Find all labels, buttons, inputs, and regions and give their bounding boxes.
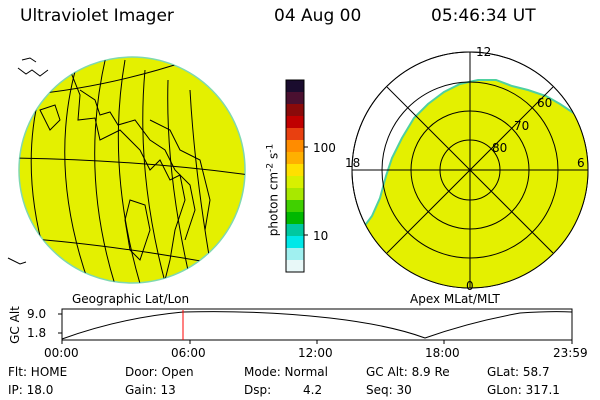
- altitude-ymax: 9.0: [27, 307, 47, 321]
- mlt-label-12: 12: [476, 45, 492, 59]
- colorbar-swatch: [286, 248, 304, 261]
- colorbar-label: photon cm-2 s-1: [265, 143, 281, 237]
- polar-image: [351, 51, 589, 289]
- colorbar-swatch: [286, 128, 304, 141]
- time-readout: 05:46:34 UT: [431, 6, 536, 26]
- status-glat: GLat: 58.7: [487, 365, 550, 379]
- geographic-panel-label: Geographic Lat/Lon: [72, 292, 190, 306]
- mlat-label-70: 70: [514, 119, 530, 133]
- colorbar-swatch: [286, 152, 304, 165]
- coastline-outer: [7, 57, 49, 265]
- geographic-image: [7, 56, 246, 284]
- colorbar-tick-100: 100: [313, 141, 336, 155]
- altitude-xtick-1200: 12:00: [298, 346, 333, 360]
- colorbar-swatch: [286, 140, 304, 153]
- coastline: [124, 199, 151, 261]
- status-gain: Gain: 13: [125, 383, 176, 397]
- coastline: [79, 89, 196, 241]
- mlt-label-6: 6: [577, 156, 585, 170]
- longitude-line: [117, 59, 146, 283]
- colorbar-swatch: [286, 176, 304, 189]
- altitude-xtick-0000: 00:00: [44, 346, 79, 360]
- coastline: [39, 104, 61, 131]
- status-gc-alt: GC Alt: 8.9 Re: [366, 365, 450, 379]
- mlat-label-80: 80: [492, 141, 508, 155]
- altitude-xtick-1800: 18:00: [425, 346, 460, 360]
- mlat-label-60: 60: [537, 96, 553, 110]
- coastline: [149, 119, 211, 231]
- longitude-line: [142, 69, 171, 283]
- status-flt: Flt: HOME: [8, 365, 68, 379]
- status-dsp-label: Dsp:: [244, 383, 272, 397]
- status-mode: Mode: Normal: [244, 365, 328, 379]
- altitude-xtick-2359: 23:59: [553, 346, 588, 360]
- colorbar-border: [285, 79, 305, 273]
- colorbar-tick-10: 10: [313, 229, 329, 243]
- colorbar-swatch: [286, 92, 304, 105]
- altitude-ymin: 1.8: [27, 326, 47, 340]
- colorbar-swatch: [286, 164, 304, 177]
- altitude-xtick-0600: 06:00: [171, 346, 206, 360]
- colorbar-swatch: [286, 116, 304, 129]
- coastline: [69, 69, 186, 281]
- apex-panel-label: Apex MLat/MLT: [410, 292, 500, 306]
- status-ip: IP: 18.0: [8, 383, 54, 397]
- longitude-line: [94, 57, 121, 283]
- colorbar-swatch: [286, 188, 304, 201]
- colorbar-swatch: [286, 80, 304, 93]
- mlt-label-18: 18: [345, 156, 361, 170]
- status-seq: Seq: 30: [366, 383, 412, 397]
- latitude-line: [19, 157, 245, 176]
- status-dsp-value: 4.2: [303, 383, 323, 397]
- mlt-label-0: 0: [466, 279, 474, 293]
- altitude-ylabel: GC Alt: [7, 306, 22, 344]
- colorbar-swatch: [286, 260, 304, 273]
- colorbar-swatch: [286, 236, 304, 249]
- colorbar-swatch: [286, 212, 304, 225]
- colorbar-swatch: [286, 224, 304, 237]
- colorbar: [285, 79, 308, 273]
- altitude-curve: [61, 311, 573, 340]
- date-readout: 04 Aug 00: [274, 6, 362, 26]
- status-door: Door: Open: [125, 365, 194, 379]
- colorbar-swatch: [286, 104, 304, 117]
- colorbar-swatch: [286, 200, 304, 213]
- status-glon: GLon: 317.1: [487, 383, 560, 397]
- app-title: Ultraviolet Imager: [20, 6, 174, 26]
- altitude-plot: [58, 308, 573, 344]
